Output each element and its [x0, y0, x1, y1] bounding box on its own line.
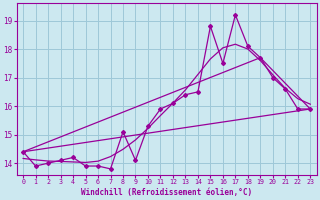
- X-axis label: Windchill (Refroidissement éolien,°C): Windchill (Refroidissement éolien,°C): [81, 188, 252, 197]
